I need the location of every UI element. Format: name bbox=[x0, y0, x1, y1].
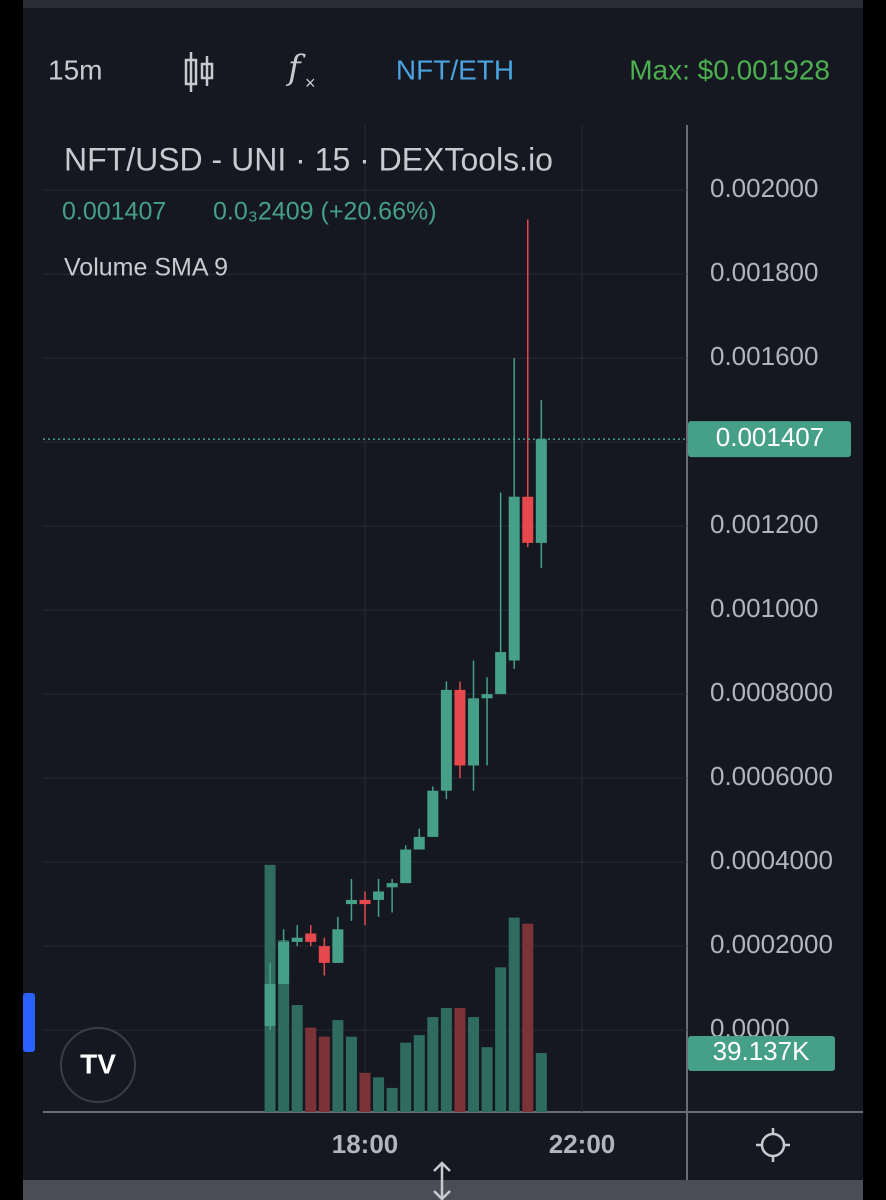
volume-bar bbox=[427, 1017, 439, 1112]
volume-bar bbox=[495, 967, 507, 1112]
indicator-label: Volume SMA 9 bbox=[64, 254, 228, 282]
legend-change: 0.0₃2409 (+20.66%) bbox=[213, 198, 437, 226]
volume-bar bbox=[305, 1027, 317, 1112]
volume-bar bbox=[481, 1047, 493, 1112]
volume-bar bbox=[359, 1072, 371, 1112]
y-tick-label: 0.001600 bbox=[710, 341, 818, 371]
candle-body bbox=[373, 891, 385, 900]
chart-title: NFT/USD - UNI · 15 · DEXTools.io bbox=[64, 141, 553, 177]
legend-price: 0.001407 bbox=[62, 198, 166, 226]
y-tick-label: 0.0008000 bbox=[710, 677, 833, 707]
candle-body bbox=[291, 937, 303, 942]
y-tick-label: 0.001200 bbox=[710, 509, 818, 539]
candle-body bbox=[495, 652, 507, 695]
volume-bar bbox=[535, 1053, 547, 1112]
y-tick-label: 0.0004000 bbox=[710, 845, 833, 875]
panel bbox=[23, 8, 863, 1180]
candle-body bbox=[413, 836, 425, 850]
candle-body bbox=[427, 790, 439, 837]
top-strip bbox=[23, 0, 863, 8]
volume-bar bbox=[522, 923, 534, 1112]
interval[interactable]: 15m bbox=[48, 54, 102, 85]
volume-bar bbox=[400, 1042, 412, 1112]
volume-bar bbox=[278, 940, 290, 1112]
last-volume-label: 39.137K bbox=[713, 1036, 811, 1066]
candle-body bbox=[522, 496, 534, 543]
y-tick-label: 0.001000 bbox=[710, 593, 818, 623]
candle-body bbox=[481, 694, 493, 699]
candle-body bbox=[508, 496, 520, 661]
volume-bar bbox=[291, 1005, 303, 1112]
candle-icon[interactable] bbox=[184, 52, 214, 92]
y-tick-label: 0.0002000 bbox=[710, 929, 833, 959]
volume-bar bbox=[332, 1020, 344, 1112]
candle-body bbox=[332, 929, 344, 963]
volume-bar bbox=[440, 1008, 452, 1112]
side-tab[interactable] bbox=[23, 993, 35, 1052]
last-price-box bbox=[688, 421, 851, 458]
candle-body bbox=[386, 883, 398, 888]
y-tick-label: 0.0006000 bbox=[710, 761, 833, 791]
last-price-label: 0.001407 bbox=[716, 422, 824, 452]
volume-bar bbox=[345, 1036, 357, 1112]
candle-body bbox=[278, 941, 290, 984]
resize-handle[interactable] bbox=[433, 1161, 451, 1200]
volume-bar bbox=[468, 1017, 480, 1112]
x-tick-label: 22:00 bbox=[549, 1129, 616, 1159]
plot bbox=[43, 125, 687, 1112]
candle-body bbox=[400, 849, 412, 884]
candle-body bbox=[359, 899, 371, 905]
candle-body bbox=[318, 946, 330, 963]
candle-body bbox=[535, 439, 547, 543]
volume-bar bbox=[318, 1036, 330, 1112]
x-tick-label: 18:00 bbox=[332, 1129, 399, 1159]
candle-body bbox=[440, 689, 452, 791]
tv-logo[interactable] bbox=[60, 1027, 136, 1103]
candle-body bbox=[468, 698, 480, 766]
settings-icon[interactable] bbox=[756, 1128, 790, 1162]
y-tick-label: 0.001800 bbox=[710, 257, 818, 287]
volume-bar bbox=[454, 1008, 466, 1112]
pair[interactable]: NFT/ETH bbox=[396, 54, 514, 85]
volume-bar bbox=[413, 1035, 425, 1112]
candle-body bbox=[264, 983, 276, 1026]
volume-bar bbox=[386, 1087, 398, 1112]
max-price: Max: $0.001928 bbox=[629, 54, 830, 85]
fx-icon-x[interactable]: × bbox=[305, 73, 316, 93]
volume-bar bbox=[373, 1077, 385, 1112]
candle-body bbox=[305, 933, 317, 942]
y-tick-label: 0.002000 bbox=[710, 173, 818, 203]
volume-bar bbox=[508, 917, 520, 1112]
candle-body bbox=[345, 899, 357, 905]
tv-logo-text: TV bbox=[80, 1048, 116, 1079]
candle-body bbox=[454, 689, 466, 766]
last-volume-box bbox=[688, 1036, 835, 1072]
